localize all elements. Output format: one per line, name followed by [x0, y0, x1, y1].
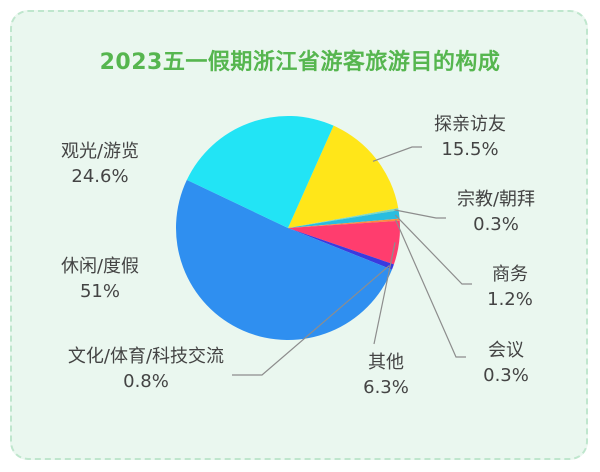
pie-slice	[288, 218, 400, 228]
pie-slice	[288, 208, 399, 228]
pie-slice	[288, 228, 394, 270]
slice-value-label: 51%	[80, 281, 120, 302]
pie-slice	[186, 115, 334, 228]
leader-line	[395, 219, 466, 358]
slice-value-label: 15.5%	[441, 139, 498, 160]
pie-slice	[288, 210, 400, 228]
leader-line	[394, 214, 472, 285]
slice-value-label: 24.6%	[71, 166, 128, 187]
slice-value-label: 0.3%	[473, 214, 519, 235]
slice-label: 文化/体育/科技交流	[68, 346, 224, 367]
slice-value-label: 6.3%	[363, 377, 409, 398]
leader-line	[372, 146, 422, 162]
slice-label: 探亲访友	[434, 114, 506, 135]
slice-label: 其他	[368, 352, 404, 373]
slice-label: 休闲/度假	[61, 256, 139, 277]
slice-value-label: 0.3%	[483, 365, 529, 386]
pie-slice	[288, 125, 399, 228]
slice-label: 宗教/朝拜	[457, 189, 535, 210]
pie-slice	[288, 220, 400, 265]
chart-title: 2023五一假期浙江省游客旅游目的构成	[99, 50, 501, 75]
slice-label: 观光/游览	[61, 141, 139, 162]
slice-value-label: 0.8%	[123, 371, 169, 392]
pie-slice	[176, 179, 392, 340]
leader-line	[373, 242, 396, 345]
leader-line	[394, 209, 446, 219]
slice-label: 会议	[488, 340, 524, 361]
slice-value-label: 1.2%	[487, 289, 533, 310]
leader-line	[232, 265, 390, 376]
slice-label: 商务	[492, 264, 528, 285]
